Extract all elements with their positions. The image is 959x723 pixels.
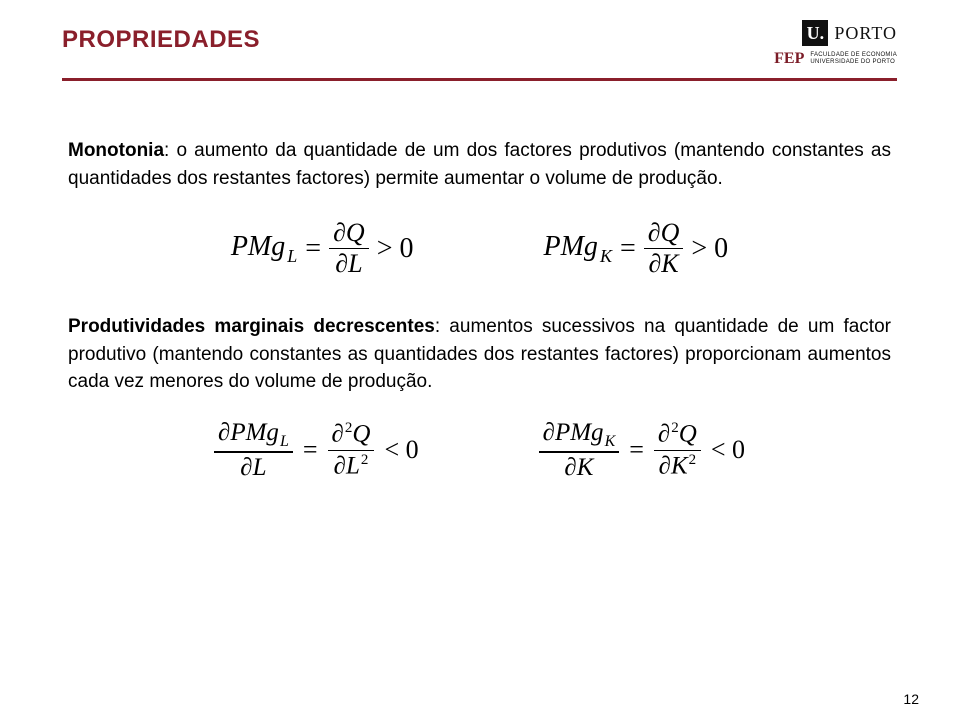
institution-logo: U. PORTO FEP FACULDADE DE ECONOMIA UNIVE…: [774, 20, 897, 68]
f2l-rnum: ∂2Q: [328, 419, 375, 449]
f1r-fraction: ∂Q ∂K: [644, 218, 684, 279]
formula-pmg-k: PMgK = ∂Q ∂K > 0: [544, 218, 729, 279]
header-divider: [62, 78, 897, 81]
logo-fep-text: FEP: [774, 50, 804, 68]
f2r-rden: ∂K2: [655, 451, 701, 481]
f2r-cmp: < 0: [711, 437, 745, 463]
equals-sign: =: [629, 437, 644, 463]
formula-pmg-l: PMgL = ∂Q ∂L > 0: [231, 218, 414, 279]
equals-sign: =: [620, 235, 636, 263]
f2l-rden: ∂L2: [330, 451, 373, 481]
f1r-cmp: > 0: [691, 235, 728, 263]
paragraph-decrescentes: Produtividades marginais decrescentes: a…: [68, 313, 891, 396]
equals-sign: =: [303, 437, 318, 463]
logo-sub-line2: UNIVERSIDADE DO PORTO: [810, 59, 897, 66]
f2l-num: ∂PMgL: [214, 418, 293, 451]
f2r-left-frac: ∂PMgK ∂K: [539, 418, 620, 483]
f1r-num: ∂Q: [644, 218, 684, 248]
para1-rest: : o aumento da quantidade de um dos fact…: [68, 140, 891, 189]
f1l-fraction: ∂Q ∂L: [329, 218, 369, 279]
logo-porto-text: PORTO: [834, 23, 897, 44]
f1l-lhs: PMg: [231, 231, 285, 262]
slide-content: Monotonia: o aumento da quantidade de um…: [62, 137, 897, 483]
para1-bold: Monotonia: [68, 140, 164, 161]
f2r-rnum: ∂2Q: [654, 419, 701, 449]
f1l-sub: L: [287, 246, 297, 266]
f1l-cmp: > 0: [377, 235, 414, 263]
f2r-right-frac: ∂2Q ∂K2: [654, 419, 701, 481]
f1l-num: ∂Q: [329, 218, 369, 248]
logo-sub-line1: FACULDADE DE ECONOMIA: [810, 52, 897, 59]
logo-subtitle: FACULDADE DE ECONOMIA UNIVERSIDADE DO PO…: [810, 52, 897, 65]
equals-sign: =: [305, 235, 321, 263]
page-number: 12: [903, 691, 919, 707]
slide-title: PROPRIEDADES: [62, 26, 260, 54]
para2-bold: Produtividades marginais decrescentes: [68, 316, 435, 337]
formula-row-2: ∂PMgL ∂L = ∂2Q ∂L2 < 0 ∂PMgK ∂K = ∂2Q: [68, 418, 891, 483]
formula-dpmg-k: ∂PMgK ∂K = ∂2Q ∂K2 < 0: [539, 418, 745, 483]
f2r-den: ∂K: [560, 453, 597, 483]
logo-u-icon: U.: [802, 20, 828, 46]
f2r-num: ∂PMgK: [539, 418, 620, 451]
formula-dpmg-l: ∂PMgL ∂L = ∂2Q ∂L2 < 0: [214, 418, 419, 483]
slide-header: PROPRIEDADES U. PORTO FEP FACULDADE DE E…: [62, 26, 897, 68]
f1l-den: ∂L: [331, 249, 366, 279]
f1r-den: ∂K: [644, 249, 682, 279]
f1r-lhs: PMg: [544, 231, 598, 262]
f2l-right-frac: ∂2Q ∂L2: [328, 419, 375, 481]
logo-bottom-row: FEP FACULDADE DE ECONOMIA UNIVERSIDADE D…: [774, 50, 897, 68]
f2l-cmp: < 0: [384, 437, 418, 463]
f2l-den: ∂L: [236, 453, 270, 483]
logo-top-row: U. PORTO: [802, 20, 897, 46]
paragraph-monotonia: Monotonia: o aumento da quantidade de um…: [68, 137, 891, 192]
f1r-sub: K: [600, 246, 612, 266]
formula-row-1: PMgL = ∂Q ∂L > 0 PMgK = ∂Q ∂K > 0: [68, 218, 891, 279]
f2l-left-frac: ∂PMgL ∂L: [214, 418, 293, 483]
